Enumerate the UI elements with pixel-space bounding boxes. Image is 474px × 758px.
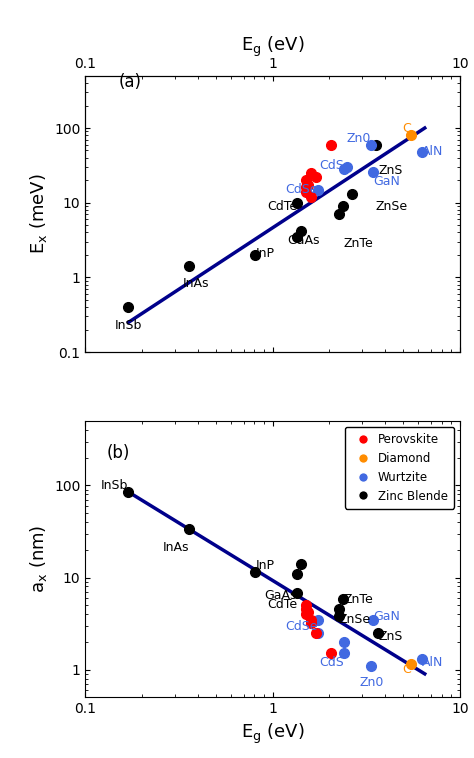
Text: GaN: GaN (373, 175, 400, 189)
Point (302, 186, 310, 198)
Point (343, 161, 351, 173)
Text: Zn0: Zn0 (347, 132, 371, 145)
Point (335, 603, 343, 615)
Point (252, 249, 259, 261)
Text: C: C (402, 122, 411, 135)
X-axis label: $\mathrm{E_g\ (eV)}$: $\mathrm{E_g\ (eV)}$ (241, 722, 304, 746)
Point (341, 163, 348, 175)
Text: GaN: GaN (373, 609, 400, 623)
Point (314, 613, 321, 625)
Point (375, 627, 383, 639)
Point (125, 301, 132, 313)
Y-axis label: $\mathrm{a_x\ (nm)}$: $\mathrm{a_x\ (nm)}$ (27, 525, 48, 594)
Text: InP: InP (255, 247, 274, 260)
Text: (b): (b) (107, 443, 130, 462)
Text: GaAs: GaAs (287, 234, 320, 247)
Point (297, 225, 305, 237)
Point (302, 600, 310, 612)
Text: ZnTe: ZnTe (343, 593, 373, 606)
Point (297, 558, 305, 570)
Text: GaAs: GaAs (264, 589, 297, 602)
Text: CdSe: CdSe (285, 619, 318, 632)
Point (293, 587, 301, 599)
Text: InP: InP (255, 559, 274, 572)
Point (312, 627, 319, 639)
Point (314, 183, 321, 196)
Text: InSb: InSb (101, 479, 128, 492)
Point (335, 208, 343, 221)
Point (339, 200, 347, 212)
Point (407, 658, 415, 670)
Text: CdS: CdS (319, 656, 345, 669)
Text: ZnS: ZnS (379, 164, 403, 177)
Text: CdTe: CdTe (267, 199, 297, 212)
Point (307, 167, 315, 179)
Point (302, 603, 310, 615)
Point (307, 617, 315, 629)
Point (418, 653, 426, 666)
Point (327, 647, 335, 659)
Point (407, 129, 415, 141)
Text: InAs: InAs (182, 277, 209, 290)
Point (302, 174, 310, 186)
Point (293, 230, 301, 243)
Point (369, 166, 377, 178)
Text: CdTe: CdTe (267, 598, 297, 611)
Text: InAs: InAs (163, 541, 190, 554)
Point (367, 659, 375, 672)
Text: ZnSe: ZnSe (339, 613, 371, 626)
Text: ZnS: ZnS (379, 630, 403, 643)
Point (302, 181, 310, 193)
Point (367, 139, 375, 151)
Point (186, 261, 193, 273)
Text: C: C (402, 663, 411, 676)
Legend: Perovskite, Diamond, Wurtzite, Zinc Blende: Perovskite, Diamond, Wurtzite, Zinc Blen… (345, 427, 454, 509)
Y-axis label: $\mathrm{E_x\ (meV)}$: $\mathrm{E_x\ (meV)}$ (27, 174, 48, 254)
Text: CdS: CdS (319, 158, 345, 172)
Point (339, 594, 347, 606)
Point (369, 613, 377, 625)
Point (304, 180, 312, 192)
Text: Zn0: Zn0 (359, 676, 383, 689)
Text: AlN: AlN (422, 146, 443, 158)
Point (418, 146, 426, 158)
X-axis label: $\mathrm{E_g\ (eV)}$: $\mathrm{E_g\ (eV)}$ (241, 35, 304, 59)
Point (335, 610, 343, 622)
Text: InSb: InSb (115, 318, 142, 332)
Point (348, 188, 356, 200)
Point (293, 196, 301, 208)
Point (302, 608, 310, 620)
Text: CdSe: CdSe (285, 183, 318, 196)
Text: ZnSe: ZnSe (376, 199, 408, 212)
Point (307, 191, 315, 203)
Text: ZnTe: ZnTe (343, 236, 373, 249)
Point (372, 139, 380, 151)
Text: AlN: AlN (422, 656, 443, 669)
Point (125, 486, 132, 498)
Point (307, 613, 315, 625)
Text: (a): (a) (118, 74, 141, 92)
Point (312, 171, 319, 183)
Point (186, 522, 193, 534)
Point (252, 566, 259, 578)
Point (293, 568, 301, 580)
Point (341, 647, 348, 659)
Point (327, 139, 335, 151)
Point (341, 636, 348, 648)
Point (304, 606, 312, 619)
Point (314, 627, 321, 639)
